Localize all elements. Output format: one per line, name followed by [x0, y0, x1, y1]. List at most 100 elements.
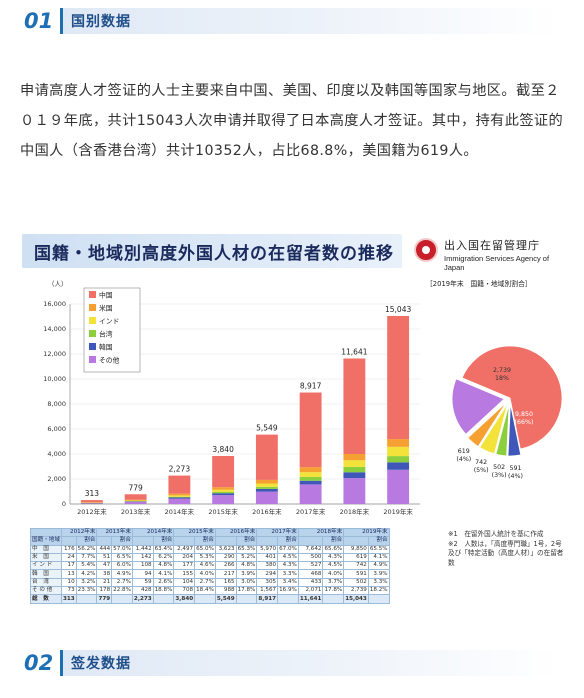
bar-segment-台湾: [212, 491, 235, 494]
table-cell: 4.0%: [194, 569, 216, 579]
table-cell: 65.5%: [367, 544, 390, 554]
table-cell: 8,917: [256, 594, 279, 604]
bar-segment-インド: [124, 500, 147, 502]
table-header-row: 2012年末 2013年末 2014年末 2015年末 2016年末 2017年末 2018…: [30, 527, 390, 538]
table-subheader-cell: 割合: [235, 536, 258, 546]
bar-segment-その他: [80, 503, 103, 504]
bar-segment-韓国: [387, 462, 410, 470]
table-cell: 204: [173, 552, 196, 563]
table-cell: [235, 594, 258, 604]
table-cell: 2,071: [297, 586, 324, 596]
section-header-issuance-data: 02 签发数据: [24, 650, 560, 676]
table-header-cell: [131, 536, 154, 546]
bar-segment-中国: [387, 315, 410, 440]
table-cell: 3,623: [214, 544, 237, 554]
pie-percent-label: (66%): [515, 419, 534, 426]
table-header-cell: [343, 536, 369, 546]
table-cell: 4.3%: [322, 552, 345, 563]
table-cell: 3.9%: [367, 569, 390, 579]
table-cell: 4.1%: [367, 552, 390, 563]
bar-segment-インド: [255, 483, 278, 487]
table-cell: 65.0%: [194, 544, 216, 554]
bar-segment-韓国: [299, 480, 322, 485]
table-cell: 468: [297, 569, 324, 579]
pie-value-label: 591: [509, 465, 521, 472]
bar-segment-その他: [212, 495, 235, 504]
table-row: 米 国 24 7.7% 51 6.5% 142 6.2% 204 5.3% 290 5.2% 401 4…: [30, 552, 390, 563]
table-cell: 500: [297, 552, 324, 563]
table-row-label: 米 国: [30, 552, 62, 563]
table-cell: 21: [96, 577, 113, 588]
table-row-label: イ ン ド: [30, 561, 62, 571]
table-cell: 17: [60, 561, 77, 571]
pie-slice-台湾: [495, 403, 510, 457]
table-cell: 5,549: [214, 594, 237, 604]
table-cell: 3.0%: [235, 577, 258, 588]
table-cell: 6.2%: [152, 552, 175, 563]
table-cell: 433: [297, 577, 324, 588]
table-cell: 177: [173, 561, 196, 571]
table-cell: 1,442: [131, 544, 154, 554]
pie-percent-label: (4%): [508, 473, 523, 480]
table-header-cell: [256, 536, 279, 546]
table-cell: 7,642: [297, 544, 324, 554]
bar-segment-米国: [124, 499, 147, 501]
table-cell: 1,567: [256, 586, 279, 596]
table-row: 韓 国 13 4.2% 38 4.9% 94 4.1% 155 4.0% 217 3.9% 294 3.…: [30, 569, 390, 579]
table-year-header: 2016年末: [214, 527, 258, 538]
table-cell: 5.3%: [194, 552, 216, 563]
note-line: ※2 人数は，「高度専門職」1号，2号及び「特定活動（高度人材）」の在留者数: [448, 539, 564, 567]
section-title: 国别数据: [71, 14, 131, 30]
table-cell: 591: [343, 569, 369, 579]
bar-total-label: 2,273: [169, 465, 191, 474]
pie-caption: ［2019年末 国籍・地域別割合］: [426, 279, 532, 288]
table-cell: 2,497: [173, 544, 196, 554]
bar-segment-韓国: [343, 472, 366, 479]
table-header-label: 国籍・地域: [30, 536, 62, 546]
bar-segment-韓国: [168, 497, 191, 499]
pie-slice-インド: [479, 403, 508, 455]
table-cell: 4.6%: [194, 561, 216, 571]
y-tick-label: 4,000: [47, 450, 66, 458]
table-cell: 108: [131, 561, 154, 571]
table-cell: 619: [343, 552, 369, 563]
table-cell: 24: [60, 552, 77, 563]
table-year-header: 2018年末: [297, 527, 345, 538]
bar-segment-インド: [168, 495, 191, 497]
figure-title: 国籍・地域別高度外国人材の在留者数の推移: [34, 244, 394, 264]
bar-segment-台湾: [387, 456, 410, 463]
bar-total-label: 15,043: [385, 305, 411, 314]
table-year-header: 2015年末: [173, 527, 216, 538]
table-cell: 4.3%: [277, 561, 299, 571]
pie-slice-韓国: [507, 403, 522, 457]
table-row-label: 中 国: [30, 544, 62, 554]
table-subheader-cell: 割合: [152, 536, 175, 546]
table-cell: 15,043: [343, 594, 369, 604]
table-cell: 73: [60, 586, 77, 596]
table-row-label: そ の 他: [30, 586, 62, 596]
table-cell: 2.6%: [152, 577, 175, 588]
x-tick-label: 2013年末: [121, 507, 151, 516]
bar-segment-その他: [343, 478, 366, 504]
table-cell: 9,850: [343, 544, 369, 554]
bar-segment-台湾: [255, 486, 278, 489]
section-number: 02: [24, 651, 54, 675]
table-cell: 3.3%: [277, 569, 299, 579]
x-tick-label: 2014年末: [165, 507, 195, 516]
legend-swatch: [89, 330, 96, 337]
table-cell: 742: [343, 561, 369, 571]
bar-segment-インド: [387, 446, 410, 457]
table-cell: 11,641: [297, 594, 324, 604]
table-cell: 47: [96, 561, 113, 571]
table-subheader-cell: 割合: [75, 536, 98, 546]
table-cell: 17.8%: [235, 586, 258, 596]
pie-value-label: 502: [493, 464, 505, 471]
table-cell: [367, 594, 390, 604]
table-cell: 4.2%: [75, 569, 98, 579]
bar-segment-韓国: [212, 493, 235, 496]
bar-segment-中国: [80, 500, 103, 503]
table-row-label: 台 湾: [30, 577, 62, 588]
table-cell: 7.7%: [75, 552, 98, 563]
bar-segment-中国: [124, 494, 147, 500]
bar-segment-米国: [343, 454, 366, 461]
